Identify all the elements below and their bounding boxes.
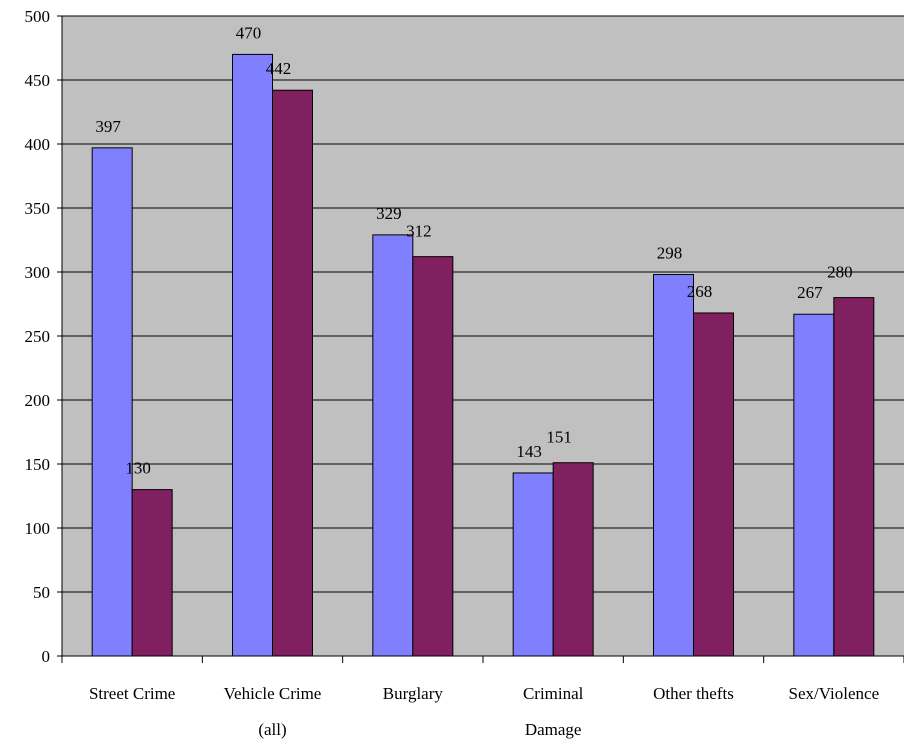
bar: [512, 472, 554, 657]
x-category-label: Vehicle Crime (all): [224, 684, 322, 739]
bar: [131, 489, 173, 657]
x-category-label-line: Damage: [525, 720, 582, 739]
data-label: 143: [516, 442, 542, 461]
bar: [653, 274, 695, 657]
bar: [793, 313, 835, 657]
y-tick-label: 150: [25, 455, 51, 474]
bar: [412, 256, 454, 657]
x-category-label-line: Vehicle Crime: [224, 684, 322, 703]
data-label: 130: [125, 459, 151, 478]
data-label: 268: [687, 282, 713, 301]
bar: [833, 297, 875, 657]
gridlines: [62, 15, 904, 593]
y-tick-label: 0: [42, 647, 51, 666]
x-category-label-line: Street Crime: [89, 684, 175, 703]
data-label: 312: [406, 222, 432, 241]
y-tick-label: 450: [25, 71, 51, 90]
data-label: 151: [546, 428, 572, 447]
axes: [57, 15, 904, 663]
x-category-label: Street Crime: [89, 684, 175, 703]
y-tick-labels: 0 50 100 150 200 250 300 350 400 450 500: [25, 7, 51, 666]
y-tick-label: 400: [25, 135, 51, 154]
data-label: 442: [266, 59, 292, 78]
y-tick-label: 250: [25, 327, 51, 346]
data-label: 329: [376, 204, 402, 223]
y-tick-label: 100: [25, 519, 51, 538]
x-category-label-line: Sex/Violence: [789, 684, 880, 703]
bar: [232, 53, 274, 657]
x-category-label: Other thefts: [653, 684, 734, 703]
x-category-label: Burglary: [383, 684, 444, 703]
bar: [552, 462, 594, 657]
y-tick-label: 500: [25, 7, 51, 26]
data-label: 280: [827, 263, 853, 282]
x-category-label-line: Criminal: [523, 684, 584, 703]
x-category-label: Sex/Violence: [789, 684, 880, 703]
data-label: 298: [657, 244, 683, 263]
bar: [693, 312, 734, 657]
x-category-label-line: (all): [258, 720, 286, 739]
y-tick-label: 50: [33, 583, 50, 602]
y-tick-label: 350: [25, 199, 51, 218]
bar: [372, 234, 414, 657]
data-label: 267: [797, 283, 823, 302]
y-tick-label: 200: [25, 391, 51, 410]
x-category-labels: Street Crime Vehicle Crime (all) Burglary Cr…: [89, 684, 879, 739]
data-label: 470: [236, 23, 262, 42]
x-category-label: Criminal Damage: [523, 684, 584, 739]
x-category-label-line: Other thefts: [653, 684, 734, 703]
x-category-label-line: Burglary: [383, 684, 444, 703]
bars: [91, 53, 875, 657]
data-label: 397: [95, 117, 121, 136]
bar: [91, 147, 133, 657]
bar: [272, 89, 313, 657]
y-tick-label: 300: [25, 263, 51, 282]
